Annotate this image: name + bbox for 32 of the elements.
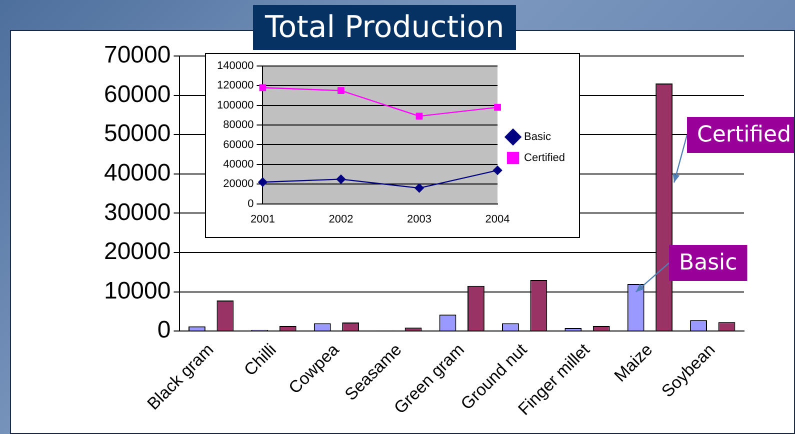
y-tick-label: 40000	[104, 160, 171, 187]
y-tick-label: 0	[248, 198, 254, 210]
y-tick-label: 30000	[104, 198, 171, 226]
y-tick-label: 60000	[223, 138, 254, 151]
y-tick-label: 140000	[216, 60, 254, 72]
point	[492, 166, 502, 175]
point	[336, 174, 346, 184]
x-tick-label: 2002	[328, 213, 354, 226]
point	[414, 183, 424, 193]
series-label: Certified	[697, 122, 792, 148]
y-tick-label: 80000	[223, 119, 254, 132]
series-label: Basic	[679, 250, 738, 276]
y-tick-label: 120000	[216, 80, 254, 92]
chart-title: Total Production	[253, 5, 516, 50]
x-tick-label: 2001	[250, 213, 275, 226]
y-tick-label: 20000	[223, 178, 254, 190]
y-tick-label: 0	[157, 316, 171, 344]
point	[338, 87, 344, 94]
y-tick-label: 40000	[223, 158, 254, 170]
x-tick-label: 2004	[485, 213, 510, 226]
y-tick-label: 100000	[216, 99, 254, 112]
x-tick-label: 2003	[407, 213, 432, 226]
y-tick-label: 20000	[104, 238, 171, 266]
point	[494, 104, 501, 111]
point	[259, 84, 266, 92]
point	[416, 112, 423, 120]
y-tick-label: 50000	[104, 120, 171, 148]
legend-label: Certified	[524, 152, 566, 164]
legend-label: Basic	[524, 131, 552, 144]
y-tick-label: 60000	[104, 80, 171, 108]
y-tick-label: 70000	[104, 42, 171, 69]
y-tick-label: 10000	[104, 277, 171, 304]
